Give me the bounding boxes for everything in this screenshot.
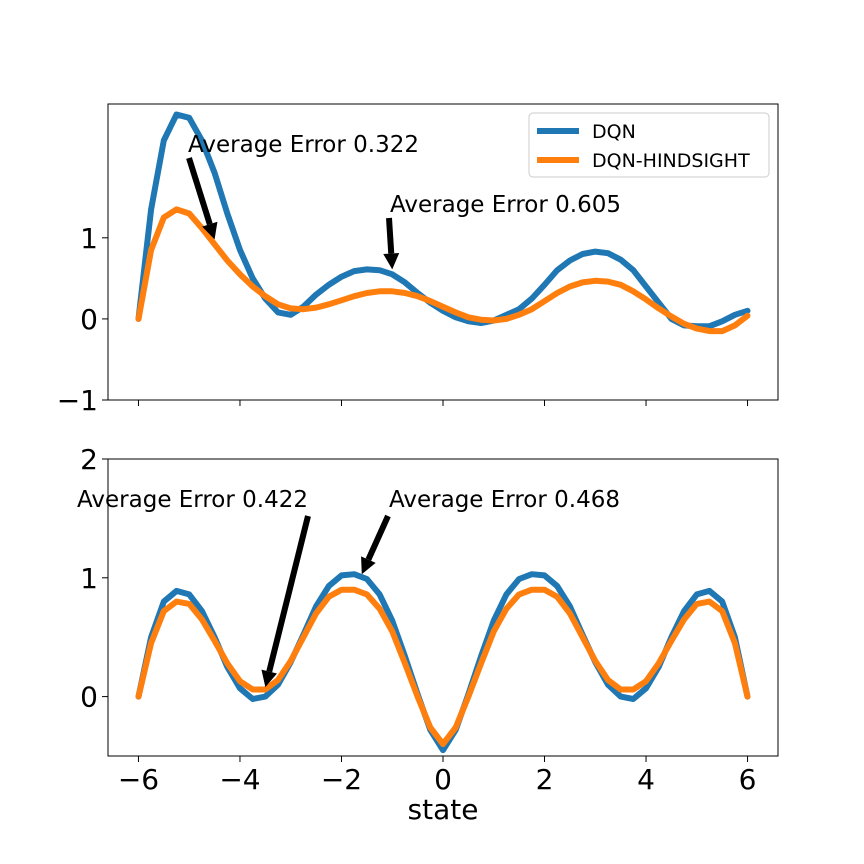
annotation-label: Average Error 0.605 — [390, 192, 621, 218]
y-tick-label: 2 — [80, 443, 98, 476]
annotation-arrow-shaft — [266, 515, 311, 673]
x-tick-label: −4 — [219, 763, 260, 796]
legend-label: DQN — [592, 121, 636, 143]
annotation-label: Average Error 0.422 — [77, 487, 308, 513]
series-line-dqn — [135, 571, 751, 754]
series-line-dqn-hindsight — [135, 586, 751, 748]
series-line-dqn-hindsight — [135, 206, 751, 335]
plot-area — [135, 571, 751, 754]
x-tick-label: 0 — [434, 763, 452, 796]
legend-box — [528, 112, 770, 178]
annotation-arrow-head — [202, 221, 218, 240]
annotation-arrow-shaft — [386, 217, 395, 254]
annotation-arrow-shaft — [186, 157, 213, 226]
x-tick-label: 6 — [739, 763, 757, 796]
y-tick-label: 0 — [80, 303, 98, 336]
x-axis-label: state — [408, 793, 479, 826]
y-tick-label: 1 — [80, 562, 98, 595]
plot-area — [135, 111, 751, 335]
annotation-arrow-head — [361, 556, 376, 575]
legend: DQN DQN-HINDSIGHT — [528, 112, 770, 178]
x-tick-label: −2 — [321, 763, 362, 796]
y-tick-label: 1 — [80, 222, 98, 255]
annotation-arrow-head — [261, 669, 277, 688]
y-tick-label: 0 — [80, 681, 98, 714]
x-tick-label: 4 — [637, 763, 655, 796]
annotation-arrow-shaft — [365, 514, 391, 561]
x-tick-label: −6 — [118, 763, 159, 796]
annotation-label: Average Error 0.322 — [188, 132, 419, 158]
bottom-axes: 0 1 2 −6 −4 −2 0 2 4 6 state Average Error 0.422 Ave… — [77, 443, 779, 826]
series-line-dqn — [135, 111, 751, 330]
annotation-arrow-head — [383, 252, 400, 270]
y-tick-label: −1 — [57, 384, 98, 417]
x-tick-label: 2 — [536, 763, 554, 796]
annotation-label: Average Error 0.468 — [389, 487, 620, 513]
legend-label: DQN-HINDSIGHT — [592, 150, 750, 172]
top-axes: −1 0 1 Average Error 0.322 Average Error 0.6… — [57, 103, 779, 417]
